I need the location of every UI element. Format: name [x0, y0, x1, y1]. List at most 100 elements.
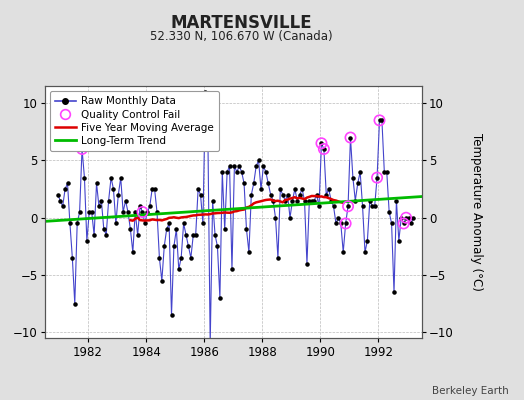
Point — [95, 203, 103, 210]
Point — [407, 220, 415, 227]
Point — [247, 192, 256, 198]
Point — [342, 220, 350, 227]
Point — [73, 220, 81, 227]
Point — [300, 197, 309, 204]
Point — [276, 186, 285, 192]
Point — [240, 180, 248, 186]
Point — [213, 243, 222, 250]
Point — [267, 192, 275, 198]
Point — [271, 214, 280, 221]
Point — [344, 203, 352, 210]
Point — [218, 169, 226, 175]
Point — [348, 174, 357, 181]
Point — [405, 214, 413, 221]
Point — [235, 163, 244, 169]
Point — [148, 186, 156, 192]
Point — [75, 209, 84, 215]
Point — [269, 197, 277, 204]
Point — [308, 197, 316, 204]
Point — [184, 243, 193, 250]
Text: MARTENSVILLE: MARTENSVILLE — [170, 14, 312, 32]
Point — [92, 180, 101, 186]
Point — [387, 220, 396, 227]
Text: Berkeley Earth: Berkeley Earth — [432, 386, 508, 396]
Point — [150, 186, 159, 192]
Point — [61, 186, 69, 192]
Point — [259, 163, 268, 169]
Point — [399, 220, 408, 227]
Point — [320, 146, 328, 152]
Point — [392, 197, 401, 204]
Point — [322, 192, 331, 198]
Point — [116, 174, 125, 181]
Point — [373, 174, 381, 181]
Point — [223, 169, 231, 175]
Point — [122, 197, 130, 204]
Point — [390, 289, 398, 295]
Point — [189, 232, 198, 238]
Legend: Raw Monthly Data, Quality Control Fail, Five Year Moving Average, Long-Term Tren: Raw Monthly Data, Quality Control Fail, … — [50, 91, 219, 151]
Point — [53, 192, 62, 198]
Point — [310, 197, 319, 204]
Point — [63, 180, 72, 186]
Point — [312, 192, 321, 198]
Point — [409, 214, 418, 221]
Text: 52.330 N, 106.670 W (Canada): 52.330 N, 106.670 W (Canada) — [150, 30, 332, 43]
Point — [68, 255, 77, 261]
Point — [368, 203, 376, 210]
Point — [138, 209, 147, 215]
Point — [221, 226, 229, 232]
Point — [395, 238, 403, 244]
Point — [194, 186, 202, 192]
Point — [182, 232, 190, 238]
Point — [155, 255, 163, 261]
Y-axis label: Temperature Anomaly (°C): Temperature Anomaly (°C) — [470, 133, 483, 291]
Point — [336, 220, 345, 227]
Point — [298, 186, 307, 192]
Point — [283, 192, 292, 198]
Point — [305, 197, 313, 204]
Point — [361, 249, 369, 255]
Point — [286, 214, 294, 221]
Point — [199, 220, 207, 227]
Point — [249, 180, 258, 186]
Point — [134, 232, 142, 238]
Point — [136, 203, 144, 210]
Point — [257, 186, 265, 192]
Point — [342, 220, 350, 227]
Point — [373, 174, 381, 181]
Point — [296, 192, 304, 198]
Point — [191, 232, 200, 238]
Point — [375, 117, 384, 124]
Point — [317, 140, 325, 146]
Point — [71, 300, 79, 307]
Point — [206, 340, 214, 347]
Point — [158, 278, 166, 284]
Point — [172, 226, 181, 232]
Point — [397, 214, 406, 221]
Point — [114, 192, 123, 198]
Point — [78, 146, 86, 152]
Point — [279, 192, 287, 198]
Point — [293, 197, 301, 204]
Point — [85, 209, 93, 215]
Point — [230, 163, 238, 169]
Point — [291, 186, 299, 192]
Point — [100, 226, 108, 232]
Point — [167, 312, 176, 318]
Point — [153, 209, 161, 215]
Point — [104, 197, 113, 204]
Point — [261, 169, 270, 175]
Point — [320, 146, 328, 152]
Point — [324, 186, 333, 192]
Point — [366, 197, 374, 204]
Point — [351, 197, 359, 204]
Point — [90, 232, 99, 238]
Point — [254, 157, 263, 164]
Point — [216, 295, 224, 301]
Point — [315, 203, 323, 210]
Point — [237, 169, 246, 175]
Point — [233, 169, 241, 175]
Point — [209, 197, 217, 204]
Point — [225, 163, 234, 169]
